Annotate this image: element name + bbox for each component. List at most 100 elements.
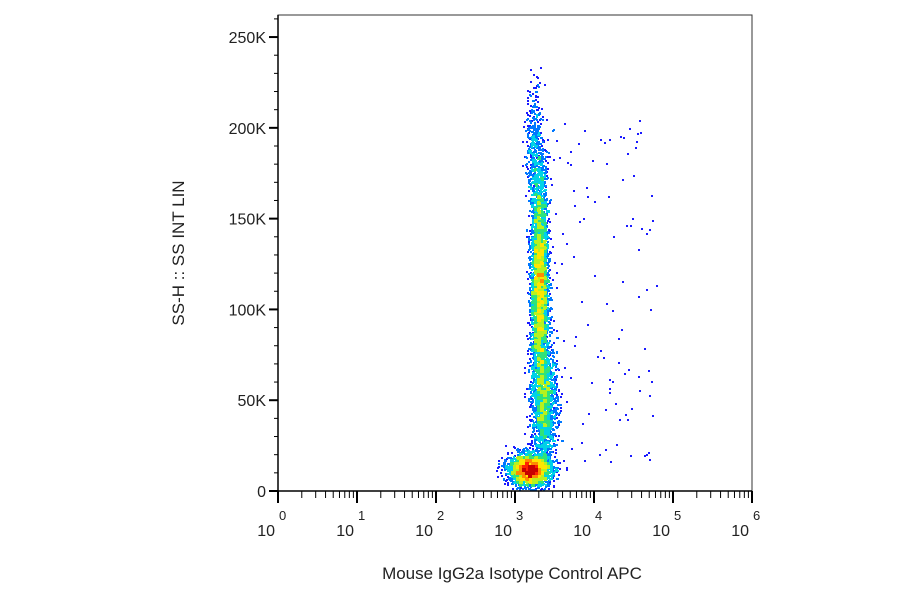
event-dot	[544, 84, 546, 86]
event-dot	[539, 156, 541, 158]
event-dot	[532, 366, 534, 368]
event-dot	[586, 187, 588, 189]
event-dot	[530, 401, 532, 403]
event-dot	[532, 409, 534, 411]
event-dot	[530, 186, 532, 188]
event-dot	[531, 442, 533, 444]
event-dot	[530, 122, 532, 124]
event-dot	[633, 175, 635, 177]
event-dot	[528, 348, 530, 350]
event-dot	[558, 389, 560, 391]
event-dot	[530, 105, 532, 107]
event-dot	[635, 147, 637, 149]
event-dot	[609, 139, 611, 141]
event-dot	[570, 164, 572, 166]
event-dot	[527, 353, 529, 355]
event-dot	[551, 352, 553, 354]
event-dot	[548, 352, 550, 354]
event-dot	[545, 379, 547, 381]
event-dot	[556, 394, 558, 396]
event-dot	[532, 481, 534, 483]
event-dot	[531, 302, 533, 304]
event-dot	[515, 485, 517, 487]
event-dot	[529, 210, 531, 212]
event-dot	[535, 335, 537, 337]
event-dot	[579, 221, 581, 223]
event-dot	[632, 218, 634, 220]
event-dot	[555, 410, 557, 412]
event-dot	[531, 237, 533, 239]
event-dot	[529, 309, 531, 311]
event-dot	[544, 415, 546, 417]
event-dot	[526, 119, 528, 121]
event-dot	[551, 411, 553, 413]
event-dot	[529, 314, 531, 316]
event-dot	[541, 236, 543, 238]
event-dot	[609, 392, 611, 394]
event-dot	[534, 229, 536, 231]
event-dot	[547, 415, 549, 417]
event-dot	[534, 260, 536, 262]
event-dot	[550, 346, 552, 348]
event-dot	[509, 479, 511, 481]
event-dot	[533, 147, 535, 149]
event-dot	[553, 159, 555, 161]
event-dot	[534, 333, 536, 335]
event-dot	[613, 236, 615, 238]
event-dot	[625, 414, 627, 416]
event-dot	[525, 450, 527, 452]
event-dot	[528, 150, 530, 152]
event-dot	[540, 432, 542, 434]
event-dot	[557, 408, 559, 410]
event-dot	[534, 199, 536, 201]
event-dot	[538, 141, 540, 143]
event-dot	[592, 160, 594, 162]
event-dot	[546, 175, 548, 177]
event-dot	[549, 327, 551, 329]
event-dot	[501, 475, 503, 477]
event-dot	[513, 467, 515, 469]
event-dot	[532, 258, 534, 260]
event-dot	[545, 259, 547, 261]
event-dot	[619, 419, 621, 421]
event-dot	[554, 456, 556, 458]
event-dot	[530, 172, 532, 174]
event-dot	[545, 160, 547, 162]
event-dot	[541, 188, 543, 190]
event-dot	[584, 130, 586, 132]
event-dot	[540, 453, 542, 455]
event-dot	[549, 221, 551, 223]
event-dot	[546, 397, 548, 399]
event-dot	[497, 476, 499, 478]
event-dot	[529, 419, 531, 421]
event-dot	[501, 457, 503, 459]
event-dot	[555, 413, 557, 415]
event-dot	[540, 118, 542, 120]
event-dot	[527, 168, 529, 170]
event-dot	[548, 310, 550, 312]
event-dot	[520, 487, 522, 489]
event-dot	[545, 206, 547, 208]
event-dot	[555, 369, 557, 371]
event-dot	[554, 422, 556, 424]
event-dot	[548, 265, 550, 267]
event-dot	[537, 84, 539, 86]
event-dot	[544, 264, 546, 266]
event-dot	[545, 272, 547, 274]
event-dot	[550, 400, 552, 402]
event-dot	[555, 469, 557, 471]
event-dot	[538, 132, 540, 134]
event-dot	[547, 441, 549, 443]
event-dot	[531, 395, 533, 397]
event-dot	[545, 318, 547, 320]
event-dot	[548, 425, 550, 427]
event-dot	[535, 329, 537, 331]
event-dot	[544, 409, 546, 411]
event-dot	[534, 481, 536, 483]
event-dot	[531, 296, 533, 298]
event-dot	[529, 152, 531, 154]
event-dot	[553, 329, 555, 331]
event-dot	[547, 395, 549, 397]
event-dot	[543, 489, 545, 491]
event-dot	[529, 311, 531, 313]
